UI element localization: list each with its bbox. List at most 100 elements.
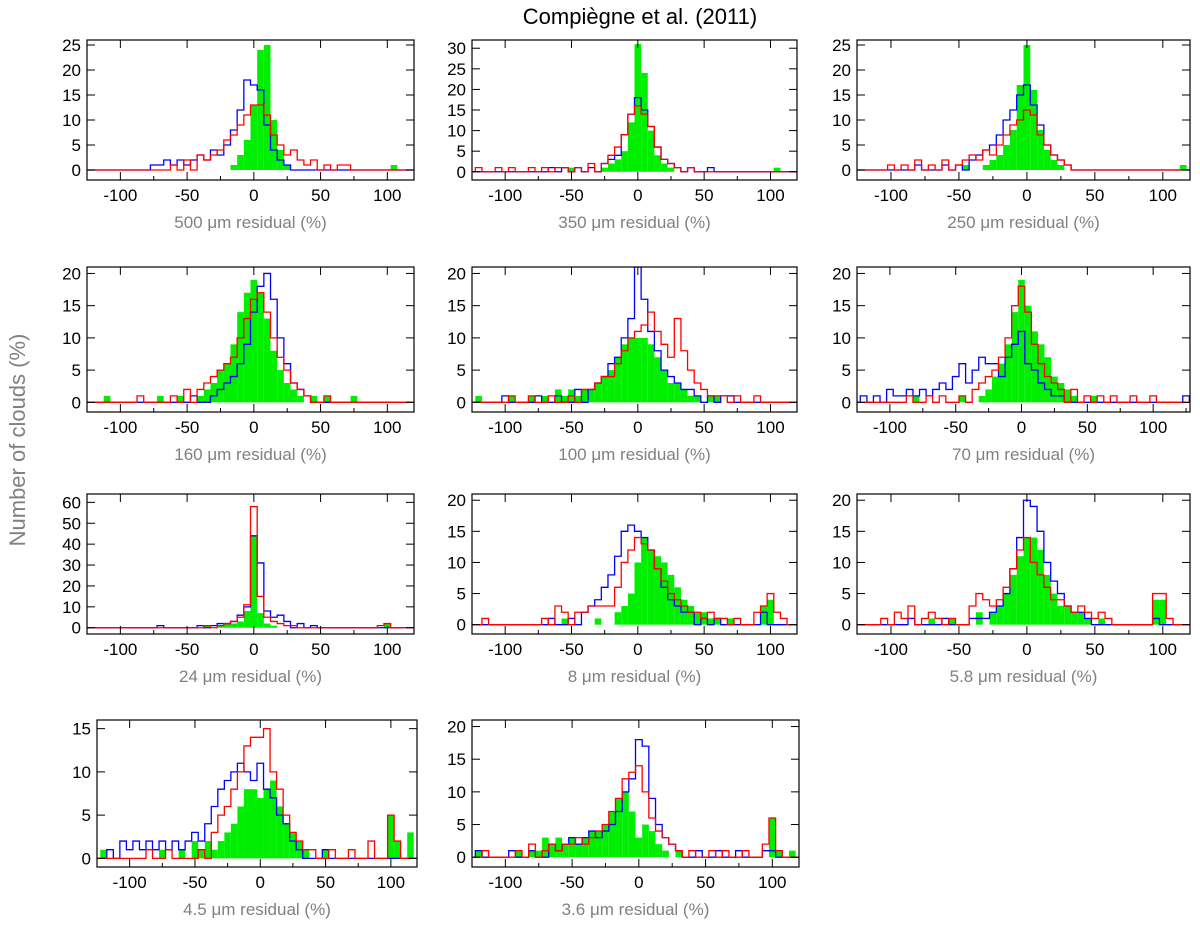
histogram-bar bbox=[641, 537, 648, 625]
histogram-bar bbox=[243, 292, 251, 403]
histogram-bar bbox=[768, 818, 776, 858]
histogram-bar bbox=[614, 159, 622, 172]
histogram-step-red bbox=[87, 104, 414, 171]
figure-title: Compiègne et al. (2011) bbox=[522, 4, 758, 29]
x-tick-label: -50 bbox=[175, 418, 200, 437]
histogram-bar bbox=[250, 535, 258, 628]
y-tick-label: 10 bbox=[447, 122, 466, 141]
histogram-bar bbox=[568, 167, 575, 172]
histogram-bar bbox=[602, 824, 609, 858]
histogram-step-red bbox=[472, 105, 797, 173]
x-tick-label: 100 bbox=[1149, 640, 1177, 659]
y-tick-label: 20 bbox=[832, 61, 851, 80]
histogram-bar bbox=[237, 312, 244, 403]
y-tick-label: 15 bbox=[62, 297, 81, 316]
x-axis-label: 160 μm residual (%) bbox=[174, 445, 326, 464]
y-tick-label: 0 bbox=[842, 393, 851, 412]
histogram-bar bbox=[515, 850, 523, 858]
x-tick-label: -50 bbox=[947, 186, 972, 205]
histogram-bar bbox=[257, 50, 264, 170]
histogram-bar bbox=[1050, 593, 1058, 625]
histogram-bar bbox=[1057, 606, 1065, 625]
histogram-panel: -100 -50 0 50 100 0 5 10 15 20 160 μm residual (%) bbox=[62, 264, 415, 464]
y-tick-label: 25 bbox=[62, 36, 81, 55]
histogram-bar bbox=[707, 618, 715, 625]
y-tick-label: 5 bbox=[457, 585, 466, 604]
histogram-bar bbox=[250, 105, 258, 170]
y-tick-label: 10 bbox=[62, 598, 81, 617]
histogram-bar bbox=[1044, 357, 1052, 403]
x-tick-label: 50 bbox=[316, 873, 335, 892]
histogram-bar bbox=[243, 789, 251, 859]
y-tick-label: 10 bbox=[62, 329, 81, 348]
x-tick-label: 50 bbox=[695, 640, 714, 659]
histogram-step-red bbox=[87, 505, 414, 629]
histogram-bar bbox=[627, 337, 635, 403]
histogram-bar bbox=[243, 611, 251, 628]
histogram-bar bbox=[302, 849, 310, 859]
x-tick-label: 0 bbox=[249, 418, 258, 437]
y-tick-label: 5 bbox=[457, 142, 466, 161]
x-tick-label: 50 bbox=[1085, 640, 1104, 659]
histogram-bar bbox=[322, 849, 329, 859]
x-tick-label: 100 bbox=[373, 186, 401, 205]
histogram-bar bbox=[1016, 556, 1024, 625]
y-tick-label: 20 bbox=[447, 718, 466, 737]
x-tick-label: 0 bbox=[633, 418, 642, 437]
histogram-bar bbox=[1003, 145, 1010, 170]
histogram-bar bbox=[257, 797, 264, 859]
y-tick-label: 50 bbox=[62, 514, 81, 533]
y-tick-label: 25 bbox=[832, 36, 851, 55]
x-tick-label: 50 bbox=[311, 186, 330, 205]
histogram-bar bbox=[223, 623, 231, 628]
histogram-bar bbox=[297, 395, 304, 403]
histogram-bar bbox=[1064, 606, 1072, 625]
histogram-bar bbox=[210, 383, 218, 403]
histogram-bar bbox=[989, 160, 997, 170]
y-tick-label: 10 bbox=[447, 783, 466, 802]
histogram-bar bbox=[654, 155, 662, 172]
y-tick-label: 20 bbox=[832, 264, 851, 283]
y-tick-label: 15 bbox=[447, 522, 466, 541]
histogram-bar bbox=[1024, 305, 1032, 403]
histogram-bar bbox=[594, 618, 602, 625]
histogram-bar bbox=[323, 395, 331, 403]
histogram-bar bbox=[390, 165, 398, 170]
histogram-bar bbox=[1037, 550, 1044, 625]
histogram-bar bbox=[775, 850, 783, 858]
histogram-step-red bbox=[472, 765, 799, 858]
x-tick-label: -100 bbox=[873, 418, 907, 437]
histogram-bar bbox=[667, 167, 675, 172]
histogram-bar bbox=[627, 593, 635, 625]
x-tick-label: 0 bbox=[634, 873, 643, 892]
histogram-bar bbox=[661, 370, 668, 403]
histogram-bar bbox=[203, 389, 211, 403]
x-tick-label: 50 bbox=[695, 418, 714, 437]
histogram-bar bbox=[982, 165, 990, 170]
histogram-step-red bbox=[857, 285, 1190, 403]
histogram-bar bbox=[614, 612, 622, 625]
x-tick-label: 0 bbox=[249, 640, 258, 659]
histogram-bar bbox=[621, 344, 628, 403]
histogram-bar bbox=[157, 395, 164, 403]
y-tick-label: 15 bbox=[447, 101, 466, 120]
x-tick-label: 100 bbox=[1139, 418, 1167, 437]
x-tick-label: 50 bbox=[311, 640, 330, 659]
y-tick-label: 0 bbox=[72, 393, 81, 412]
histogram-bar bbox=[237, 806, 244, 859]
histogram-bar bbox=[561, 395, 569, 403]
histogram-bar bbox=[1037, 344, 1045, 403]
histogram-panel: -100 -50 0 50 100 0 5 10 15 20 100 μm residual (%) bbox=[447, 264, 798, 464]
x-tick-label: -100 bbox=[103, 418, 137, 437]
x-tick-label: 0 bbox=[633, 640, 642, 659]
y-tick-label: 15 bbox=[62, 86, 81, 105]
histogram-bar bbox=[714, 395, 721, 403]
x-tick-label: 100 bbox=[756, 640, 784, 659]
plot-frame bbox=[471, 719, 800, 868]
x-tick-label: -50 bbox=[947, 640, 972, 659]
y-tick-label: 40 bbox=[62, 535, 81, 554]
histogram-bar bbox=[283, 383, 291, 403]
y-tick-label: 20 bbox=[447, 80, 466, 99]
x-tick-label: 0 bbox=[1017, 418, 1026, 437]
